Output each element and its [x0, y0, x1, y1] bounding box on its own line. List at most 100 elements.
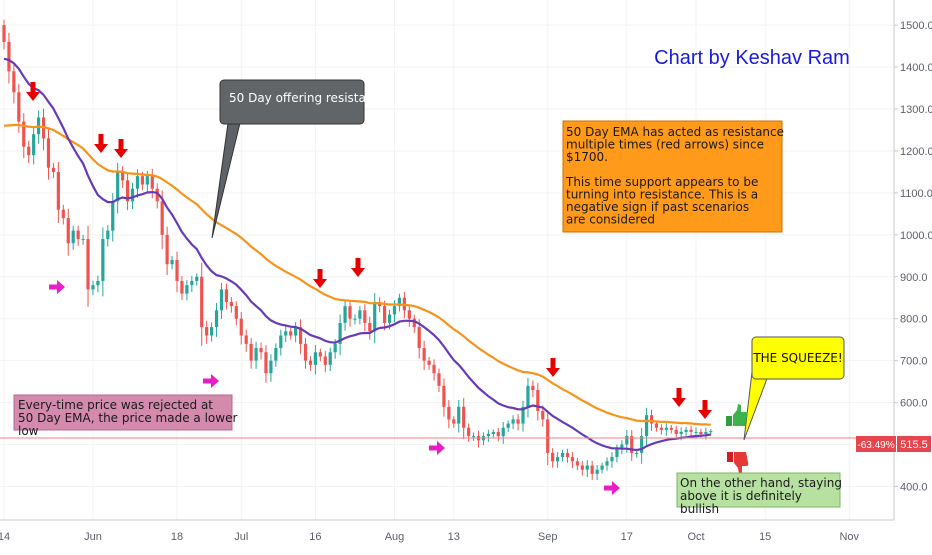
candle-body	[71, 230, 75, 244]
candle-body	[130, 188, 135, 202]
candle-body	[101, 239, 105, 281]
candle	[353, 314, 357, 325]
candle-body	[318, 352, 322, 357]
x-tick-label: 15	[759, 531, 771, 543]
candle-body	[106, 230, 110, 240]
candle-body	[417, 327, 421, 349]
candle-body	[323, 356, 327, 365]
candle	[407, 304, 411, 327]
candle	[32, 127, 36, 165]
x-tick-label: Aug	[385, 531, 405, 543]
candle-body	[200, 276, 204, 328]
candle-body	[679, 431, 683, 435]
candle	[323, 350, 327, 373]
percent-label: -63.49%	[857, 440, 894, 451]
candle	[516, 414, 520, 431]
candle-body	[229, 301, 233, 307]
candles	[2, 19, 713, 481]
candle-body	[269, 360, 273, 374]
candle-body	[600, 465, 604, 470]
candle-body	[422, 348, 426, 361]
candle	[234, 301, 238, 326]
candle	[328, 347, 332, 372]
bullish-note-box	[676, 472, 841, 508]
candle-body	[496, 431, 500, 437]
red-down-arrow-icon	[546, 358, 560, 377]
thumbs-down-icon	[727, 452, 749, 474]
candle	[531, 380, 535, 398]
candle	[630, 430, 634, 461]
candle-body	[140, 176, 144, 185]
ema-note-box	[562, 120, 783, 233]
y-tick-label: 1100.0	[900, 188, 932, 200]
red-down-arrow-icon	[94, 134, 108, 153]
candle-body	[264, 352, 268, 374]
candle-body	[86, 239, 90, 290]
candle-body	[116, 171, 120, 202]
candle-body	[442, 385, 446, 407]
candle-body	[565, 452, 570, 458]
candle	[274, 343, 278, 367]
candle-body	[427, 360, 431, 365]
x-tick-label: Oct	[687, 531, 704, 543]
lower-low-note-box	[13, 394, 233, 431]
candle	[219, 282, 224, 319]
candle-body	[506, 423, 510, 428]
candle	[556, 452, 560, 468]
candle-body	[467, 427, 471, 437]
candle-body	[630, 436, 634, 453]
candle-body	[516, 419, 520, 424]
candle	[521, 400, 525, 432]
y-tick-label: 1400.0	[900, 62, 932, 74]
candle-body	[155, 188, 159, 202]
candle	[313, 345, 317, 375]
y-tick-label: 600.0	[900, 398, 928, 410]
candle	[610, 452, 614, 468]
candle	[669, 425, 673, 434]
candle	[66, 208, 70, 256]
candle-body	[56, 171, 60, 210]
candle-body	[254, 348, 258, 361]
candle	[689, 425, 693, 438]
candle-body	[585, 465, 589, 470]
candle-body	[407, 310, 411, 319]
candle	[373, 293, 377, 344]
candle-body	[175, 260, 179, 281]
candle	[575, 457, 579, 471]
candle	[2, 19, 6, 50]
red-down-arrow-icon	[672, 388, 686, 407]
candle-body	[239, 318, 243, 336]
candle-body	[205, 327, 209, 336]
candle	[121, 166, 125, 189]
candle	[338, 314, 342, 356]
candle	[511, 415, 515, 430]
candle	[496, 428, 500, 442]
magenta-right-arrow-icon	[203, 374, 219, 388]
candle-body	[219, 289, 224, 311]
candle	[170, 256, 174, 270]
candle	[239, 311, 243, 345]
candle	[709, 428, 713, 435]
x-tick-label: Nov	[839, 531, 859, 543]
candle-body	[575, 461, 579, 466]
candle	[417, 319, 421, 359]
candle-body	[452, 419, 456, 424]
price-label: -63.49% 515.5	[856, 436, 931, 452]
candle	[12, 62, 16, 104]
candle	[457, 399, 461, 433]
candle	[570, 451, 575, 469]
candle-body	[615, 448, 619, 458]
candle	[165, 226, 169, 276]
candle	[284, 326, 288, 343]
candle-body	[595, 469, 599, 474]
candle	[471, 432, 476, 441]
candle-body	[121, 171, 125, 181]
price-label-box	[897, 436, 931, 452]
squeeze-callout-text: THE SQUEEZE!	[752, 351, 842, 365]
candle-body	[511, 419, 515, 424]
candle	[664, 423, 668, 436]
candle	[106, 225, 110, 247]
candle-body	[328, 352, 332, 365]
candle-body	[546, 419, 550, 453]
